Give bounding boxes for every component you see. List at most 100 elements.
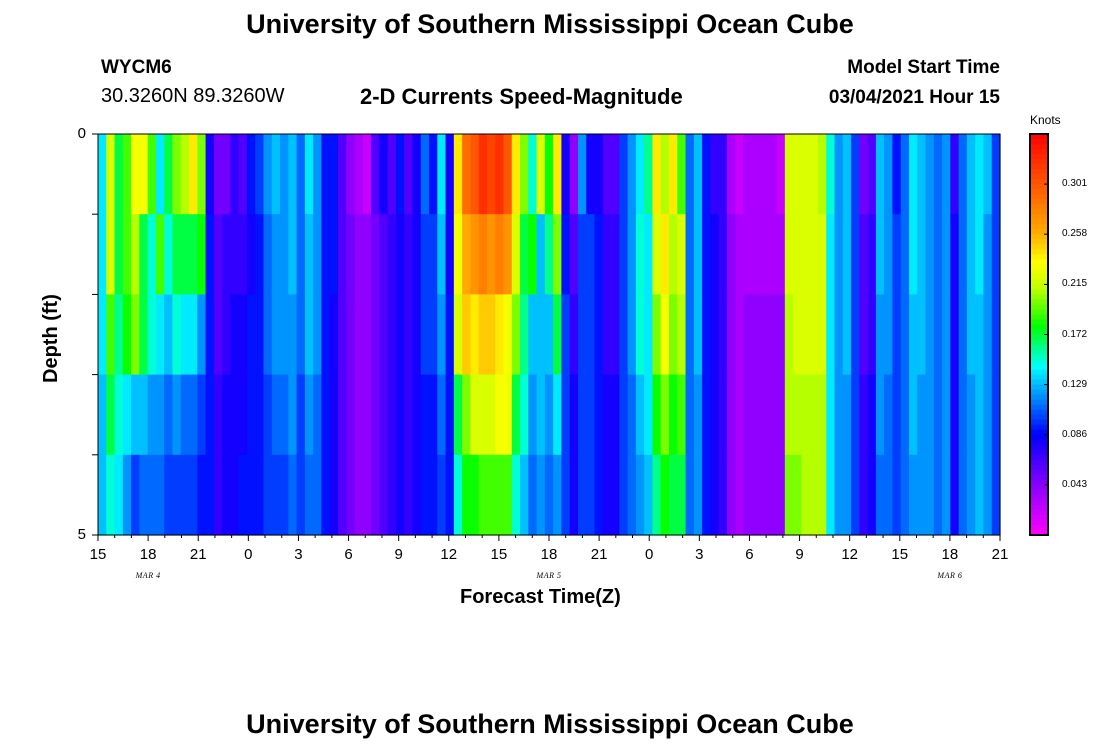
heatmap-cell (329, 134, 339, 215)
heatmap-cell (760, 294, 769, 376)
heatmap-cell (892, 134, 902, 215)
colorbar-tick-label: 0.215 (1062, 278, 1088, 290)
heatmap-cell (726, 214, 736, 295)
heatmap-cell (255, 134, 265, 215)
heatmap-cell (205, 294, 215, 376)
heatmap-cell (412, 134, 422, 215)
heatmap-cell (652, 134, 662, 215)
heatmap-cell (851, 214, 860, 295)
heatmap-cell (346, 294, 356, 376)
heatmap-cell (776, 214, 786, 295)
heatmap-cell (271, 454, 281, 536)
heatmap-cell (420, 454, 430, 536)
heatmap-cell (296, 374, 306, 456)
heatmap-cell (942, 374, 951, 456)
heatmap-cell (362, 214, 372, 295)
heatmap-cell (429, 134, 438, 215)
heatmap-cell (900, 294, 910, 376)
heatmap-cell (536, 134, 546, 215)
x-tick-label: 6 (344, 546, 353, 563)
heatmap-cell (892, 214, 902, 295)
heatmap-cell (892, 454, 902, 536)
heatmap-cell (122, 134, 132, 215)
heatmap-cell (486, 374, 496, 456)
colorbar-segment (1030, 154, 1048, 160)
heatmap-cell (652, 374, 662, 456)
heatmap-cell (602, 134, 612, 215)
heatmap-cell (950, 134, 960, 215)
heatmap-cell (404, 214, 414, 295)
heatmap-cell (288, 214, 298, 295)
heatmap-cell (900, 134, 910, 215)
heatmap-cell (139, 134, 149, 215)
heatmap-cell (743, 294, 753, 376)
heatmap-cell (155, 214, 165, 295)
x-tick-label: 18 (941, 546, 959, 563)
heatmap-cell (594, 134, 604, 215)
colorbar-segment (1030, 339, 1048, 346)
heatmap-cell (387, 294, 397, 376)
heatmap-cell (975, 294, 985, 376)
heatmap-cell (321, 374, 331, 456)
heatmap-cell (139, 374, 149, 456)
heatmap-cell (933, 134, 943, 215)
heatmap-cell (801, 214, 811, 295)
heatmap-cell (776, 134, 786, 215)
heatmap-cell (437, 134, 447, 215)
heatmap-cell (735, 294, 745, 376)
heatmap-cell (371, 294, 380, 376)
heatmap-cell (743, 374, 753, 456)
heatmap-cell (114, 134, 124, 215)
heatmap-cell (536, 454, 546, 536)
colorbar-segment (1030, 209, 1048, 215)
colorbar-segment (1030, 479, 1048, 486)
heatmap-cell (404, 134, 414, 215)
heatmap-cell (760, 134, 769, 215)
heatmap-cell (395, 214, 405, 295)
heatmap-cell (660, 374, 670, 456)
heatmap-cell (644, 294, 654, 376)
x-tick-label: 3 (695, 546, 704, 563)
heatmap-cell (362, 134, 372, 215)
heatmap-cell (561, 294, 571, 376)
heatmap-cell (983, 454, 993, 536)
heatmap-cell (544, 134, 554, 215)
heatmap-cell (586, 214, 596, 295)
heatmap-cell (98, 374, 107, 456)
heatmap-cell (172, 134, 182, 215)
heatmap-cell (222, 214, 232, 295)
colorbar-segment (1030, 274, 1048, 280)
heatmap-cell (975, 134, 985, 215)
heatmap-cell (660, 294, 670, 376)
heatmap-cell (677, 374, 687, 456)
heatmap-cell (139, 454, 149, 536)
heatmap-cell (486, 214, 496, 295)
heatmap-cell (263, 294, 273, 376)
heatmap-cell (710, 294, 720, 376)
heatmap-cell (561, 134, 571, 215)
heatmap-cell (420, 374, 430, 456)
heatmap-cell (412, 454, 422, 536)
colorbar-segment (1030, 474, 1048, 481)
colorbar-segment (1030, 439, 1048, 446)
heatmap-cell (751, 214, 761, 295)
heatmap-cell (354, 454, 364, 536)
heatmap-cell (147, 454, 157, 536)
colorbar-segment (1030, 504, 1048, 511)
colorbar-segment (1030, 424, 1048, 431)
heatmap-cell (611, 294, 620, 376)
heatmap-cell (743, 454, 753, 536)
heatmap-cell (685, 374, 695, 456)
heatmap-cell (627, 214, 637, 295)
heatmap-cell (337, 214, 347, 295)
heatmap-cell (238, 214, 248, 295)
heatmap-cell (867, 374, 877, 456)
heatmap-cell (246, 294, 256, 376)
colorbar-segment (1030, 324, 1048, 331)
heatmap-cell (627, 294, 637, 376)
heatmap-cell (222, 374, 232, 456)
heatmap-cell (817, 294, 827, 376)
heatmap-cell (486, 454, 496, 536)
heatmap-cell (867, 134, 877, 215)
heatmap-cell (577, 214, 587, 295)
